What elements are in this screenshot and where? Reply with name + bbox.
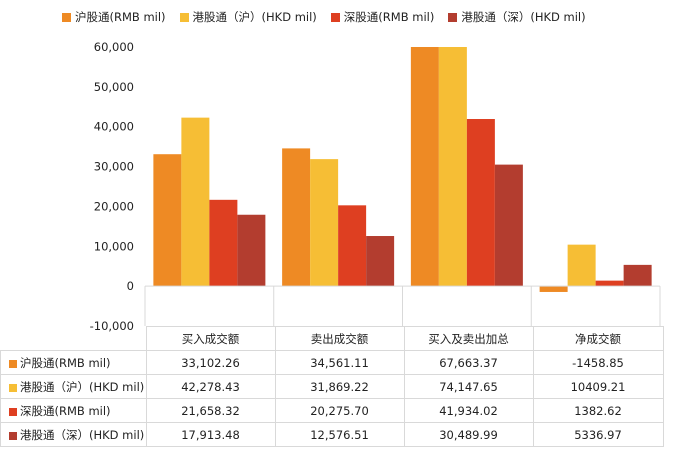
data-table: 买入成交额 卖出成交额 买入及卖出加总 净成交额 沪股通(RMB mil) 33… (0, 326, 664, 447)
bar (539, 286, 568, 292)
table-row: 港股通（沪）(HKD mil) 42,278.43 31,869.22 74,1… (0, 374, 664, 399)
table-cell: 41,934.02 (403, 398, 534, 423)
legend-label: 港股通（深）(HKD mil) (461, 10, 586, 24)
row-label: 港股通（沪）(HKD mil) (20, 379, 145, 394)
table-cell: 33,102.26 (145, 350, 276, 375)
bar (209, 199, 238, 287)
table-header: 买入成交额 (145, 326, 276, 351)
bar (366, 236, 395, 287)
bar (237, 214, 266, 287)
row-label: 深股通(RMB mil) (20, 403, 111, 418)
chart-legend: 沪股通(RMB mil) 港股通（沪）(HKD mil) 深股通(RMB mil) 港… (62, 6, 600, 28)
table-header: 净成交额 (532, 326, 664, 351)
table-header: 卖出成交额 (274, 326, 405, 351)
table-cell: 20,275.70 (274, 398, 405, 423)
legend-swatch (62, 12, 71, 22)
legend-item: 沪股通(RMB mil) (62, 9, 166, 25)
y-tick-label: 50,000 (94, 80, 134, 94)
y-tick-label: 30,000 (94, 160, 134, 174)
legend-item: 深股通(RMB mil) (330, 9, 435, 25)
table-cell: 34,561.11 (274, 350, 405, 375)
table-cell: 30,489.99 (403, 422, 534, 447)
y-tick-label: 20,000 (94, 199, 134, 213)
bar (310, 159, 339, 287)
table-row: 港股通（深）(HKD mil) 17,913.48 12,576.51 30,4… (0, 422, 664, 447)
table-cell: 1382.62 (532, 398, 664, 423)
y-tick-label: 40,000 (94, 120, 134, 134)
table-corner (0, 326, 147, 351)
table-cell: 10409.21 (532, 374, 664, 399)
row-label: 沪股通(RMB mil) (20, 355, 111, 370)
legend-swatch (448, 12, 458, 22)
table-cell: -1458.85 (532, 350, 664, 375)
series-swatch (9, 383, 17, 392)
row-label: 港股通（深）(HKD mil) (20, 427, 145, 442)
table-cell: 67,663.37 (403, 350, 534, 375)
table-cell: 31,869.22 (274, 374, 405, 399)
bar (595, 280, 624, 287)
legend-item: 港股通（沪）(HKD mil) (179, 9, 317, 25)
table-header-row: 买入成交额 卖出成交额 买入及卖出加总 净成交额 (0, 326, 664, 351)
series-swatch (9, 359, 17, 368)
bar (153, 154, 182, 287)
y-tick-label: 60,000 (94, 40, 134, 54)
legend-label: 港股通（沪）(HKD mil) (192, 10, 317, 24)
table-cell: 17,913.48 (145, 422, 276, 447)
legend-swatch (330, 12, 340, 22)
bar (282, 148, 311, 287)
legend-item: 港股通（深）(HKD mil) (448, 9, 586, 25)
table-cell: 5336.97 (532, 422, 664, 447)
bar (494, 164, 523, 287)
bar (181, 117, 210, 287)
table-cell: 21,658.32 (145, 398, 276, 423)
legend-swatch (179, 12, 189, 22)
table-header: 买入及卖出加总 (403, 326, 534, 351)
bar (410, 47, 439, 287)
table-row: 深股通(RMB mil) 21,658.32 20,275.70 41,934.… (0, 398, 664, 423)
bar (338, 205, 367, 287)
table-cell: 12,576.51 (274, 422, 405, 447)
legend-label: 深股通(RMB mil) (343, 10, 435, 24)
table-cell: 74,147.65 (403, 374, 534, 399)
legend-label: 沪股通(RMB mil) (75, 10, 166, 24)
y-tick-label: 10,000 (94, 239, 134, 253)
table-row: 沪股通(RMB mil) 33,102.26 34,561.11 67,663.… (0, 350, 664, 375)
bar (466, 119, 495, 287)
y-tick-label: 0 (127, 279, 134, 293)
bar (567, 244, 596, 287)
bar (438, 47, 467, 287)
bar (623, 264, 652, 287)
series-swatch (9, 407, 17, 416)
table-cell: 42,278.43 (145, 374, 276, 399)
series-swatch (9, 431, 17, 440)
